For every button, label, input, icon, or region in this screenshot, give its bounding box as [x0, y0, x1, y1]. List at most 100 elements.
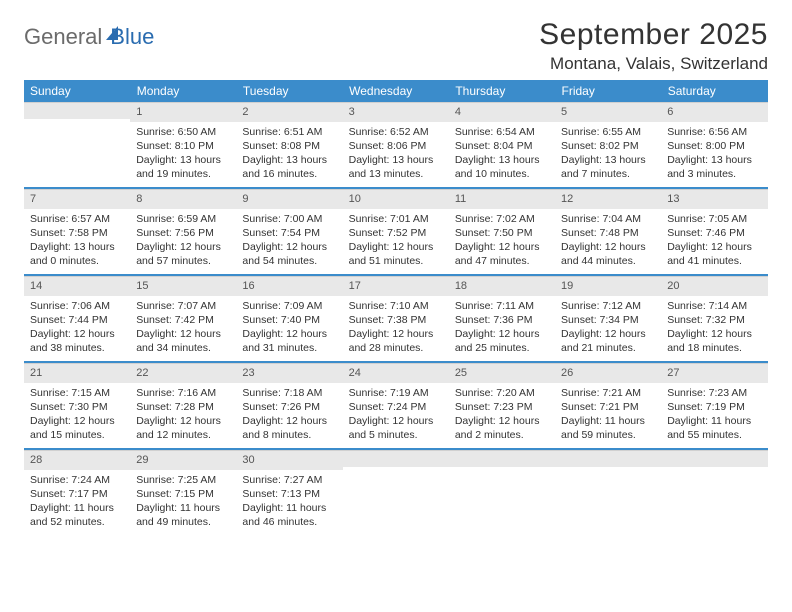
cell-body: Sunrise: 6:56 AMSunset: 8:00 PMDaylight:…: [661, 122, 767, 186]
sunset-line: Sunset: 7:56 PM: [136, 226, 230, 240]
daylight-line: Daylight: 13 hours and 19 minutes.: [136, 153, 230, 181]
sunset-line: Sunset: 7:44 PM: [30, 313, 124, 327]
calendar-week-row: 28Sunrise: 7:24 AMSunset: 7:17 PMDayligh…: [24, 450, 768, 536]
weekday-header: Saturday: [661, 80, 767, 102]
daylight-line: Daylight: 12 hours and 51 minutes.: [349, 240, 443, 268]
cell-body: Sunrise: 6:55 AMSunset: 8:02 PMDaylight:…: [555, 122, 661, 186]
cell-body: Sunrise: 7:02 AMSunset: 7:50 PMDaylight:…: [449, 209, 555, 273]
daylight-line: Daylight: 12 hours and 18 minutes.: [667, 327, 761, 355]
day-number: [343, 450, 449, 467]
sunrise-line: Sunrise: 6:52 AM: [349, 125, 443, 139]
sunrise-line: Sunrise: 7:16 AM: [136, 386, 230, 400]
daylight-line: Daylight: 13 hours and 0 minutes.: [30, 240, 124, 268]
sunrise-line: Sunrise: 7:20 AM: [455, 386, 549, 400]
day-number: 12: [555, 189, 661, 209]
sunrise-line: Sunrise: 6:57 AM: [30, 212, 124, 226]
day-number: 24: [343, 363, 449, 383]
calendar-week-row: 14Sunrise: 7:06 AMSunset: 7:44 PMDayligh…: [24, 276, 768, 362]
calendar-cell: 15Sunrise: 7:07 AMSunset: 7:42 PMDayligh…: [130, 276, 236, 362]
sunset-line: Sunset: 7:21 PM: [561, 400, 655, 414]
sunset-line: Sunset: 8:10 PM: [136, 139, 230, 153]
weekday-header: Monday: [130, 80, 236, 102]
day-number: 20: [661, 276, 767, 296]
day-number: 15: [130, 276, 236, 296]
cell-body: Sunrise: 6:57 AMSunset: 7:58 PMDaylight:…: [24, 209, 130, 273]
day-number: 26: [555, 363, 661, 383]
sunset-line: Sunset: 7:26 PM: [242, 400, 336, 414]
weekday-header: Wednesday: [343, 80, 449, 102]
brand-part2: Blue: [110, 24, 154, 50]
sunset-line: Sunset: 7:23 PM: [455, 400, 549, 414]
day-number: 22: [130, 363, 236, 383]
calendar-head: SundayMondayTuesdayWednesdayThursdayFrid…: [24, 80, 768, 102]
sunrise-line: Sunrise: 7:19 AM: [349, 386, 443, 400]
daylight-line: Daylight: 12 hours and 31 minutes.: [242, 327, 336, 355]
calendar-cell: 17Sunrise: 7:10 AMSunset: 7:38 PMDayligh…: [343, 276, 449, 362]
calendar-cell: 24Sunrise: 7:19 AMSunset: 7:24 PMDayligh…: [343, 363, 449, 449]
sunrise-line: Sunrise: 6:54 AM: [455, 125, 549, 139]
cell-body: Sunrise: 7:11 AMSunset: 7:36 PMDaylight:…: [449, 296, 555, 360]
day-number: 9: [236, 189, 342, 209]
daylight-line: Daylight: 12 hours and 38 minutes.: [30, 327, 124, 355]
sunrise-line: Sunrise: 7:04 AM: [561, 212, 655, 226]
sunrise-line: Sunrise: 7:24 AM: [30, 473, 124, 487]
day-number: 4: [449, 102, 555, 122]
cell-body: Sunrise: 7:20 AMSunset: 7:23 PMDaylight:…: [449, 383, 555, 447]
sunset-line: Sunset: 8:08 PM: [242, 139, 336, 153]
sunset-line: Sunset: 7:36 PM: [455, 313, 549, 327]
calendar-cell: 11Sunrise: 7:02 AMSunset: 7:50 PMDayligh…: [449, 189, 555, 275]
day-number: 17: [343, 276, 449, 296]
day-number: 29: [130, 450, 236, 470]
daylight-line: Daylight: 12 hours and 8 minutes.: [242, 414, 336, 442]
location-text: Montana, Valais, Switzerland: [539, 54, 768, 74]
sunrise-line: Sunrise: 7:07 AM: [136, 299, 230, 313]
sunset-line: Sunset: 7:40 PM: [242, 313, 336, 327]
calendar-cell: 14Sunrise: 7:06 AMSunset: 7:44 PMDayligh…: [24, 276, 130, 362]
sunset-line: Sunset: 7:52 PM: [349, 226, 443, 240]
daylight-line: Daylight: 13 hours and 10 minutes.: [455, 153, 549, 181]
cell-body: Sunrise: 6:54 AMSunset: 8:04 PMDaylight:…: [449, 122, 555, 186]
cell-body: Sunrise: 7:21 AMSunset: 7:21 PMDaylight:…: [555, 383, 661, 447]
daylight-line: Daylight: 13 hours and 7 minutes.: [561, 153, 655, 181]
daylight-line: Daylight: 13 hours and 13 minutes.: [349, 153, 443, 181]
sunrise-line: Sunrise: 6:51 AM: [242, 125, 336, 139]
cell-body: Sunrise: 7:09 AMSunset: 7:40 PMDaylight:…: [236, 296, 342, 360]
cell-body: Sunrise: 7:27 AMSunset: 7:13 PMDaylight:…: [236, 470, 342, 534]
day-number: 11: [449, 189, 555, 209]
calendar-cell: 20Sunrise: 7:14 AMSunset: 7:32 PMDayligh…: [661, 276, 767, 362]
day-number: 10: [343, 189, 449, 209]
sunset-line: Sunset: 7:32 PM: [667, 313, 761, 327]
weekday-header: Friday: [555, 80, 661, 102]
weekday-row: SundayMondayTuesdayWednesdayThursdayFrid…: [24, 80, 768, 102]
day-number: [555, 450, 661, 467]
calendar-cell: 22 Sunrise: 7:16 AMSunset: 7:28 PMDayligh…: [130, 363, 236, 449]
calendar-cell: 2Sunrise: 6:51 AMSunset: 8:08 PMDaylight…: [236, 102, 342, 188]
day-number: 5: [555, 102, 661, 122]
daylight-line: Daylight: 12 hours and 12 minutes.: [136, 414, 230, 442]
sunrise-line: Sunrise: 7:10 AM: [349, 299, 443, 313]
daylight-line: Daylight: 12 hours and 21 minutes.: [561, 327, 655, 355]
calendar-cell: [555, 450, 661, 536]
sunset-line: Sunset: 7:50 PM: [455, 226, 549, 240]
day-number: 21: [24, 363, 130, 383]
calendar-cell: [24, 102, 130, 188]
calendar-cell: 19Sunrise: 7:12 AMSunset: 7:34 PMDayligh…: [555, 276, 661, 362]
daylight-line: Daylight: 12 hours and 54 minutes.: [242, 240, 336, 268]
cell-body: Sunrise: 7:04 AMSunset: 7:48 PMDaylight:…: [555, 209, 661, 273]
daylight-line: Daylight: 12 hours and 47 minutes.: [455, 240, 549, 268]
sunrise-line: Sunrise: 6:50 AM: [136, 125, 230, 139]
daylight-line: Daylight: 12 hours and 57 minutes.: [136, 240, 230, 268]
calendar-cell: 21Sunrise: 7:15 AMSunset: 7:30 PMDayligh…: [24, 363, 130, 449]
calendar-cell: 1Sunrise: 6:50 AMSunset: 8:10 PMDaylight…: [130, 102, 236, 188]
cell-body: Sunrise: 7:05 AMSunset: 7:46 PMDaylight:…: [661, 209, 767, 273]
daylight-line: Daylight: 11 hours and 46 minutes.: [242, 501, 336, 529]
calendar-page: General Blue September 2025 Montana, Val…: [0, 0, 792, 536]
sunrise-line: Sunrise: 7:02 AM: [455, 212, 549, 226]
weekday-header: Sunday: [24, 80, 130, 102]
sunset-line: Sunset: 8:04 PM: [455, 139, 549, 153]
weekday-header: Tuesday: [236, 80, 342, 102]
sunset-line: Sunset: 7:28 PM: [136, 400, 230, 414]
cell-body: Sunrise: 7:01 AMSunset: 7:52 PMDaylight:…: [343, 209, 449, 273]
calendar-cell: 8Sunrise: 6:59 AMSunset: 7:56 PMDaylight…: [130, 189, 236, 275]
daylight-line: Daylight: 12 hours and 34 minutes.: [136, 327, 230, 355]
